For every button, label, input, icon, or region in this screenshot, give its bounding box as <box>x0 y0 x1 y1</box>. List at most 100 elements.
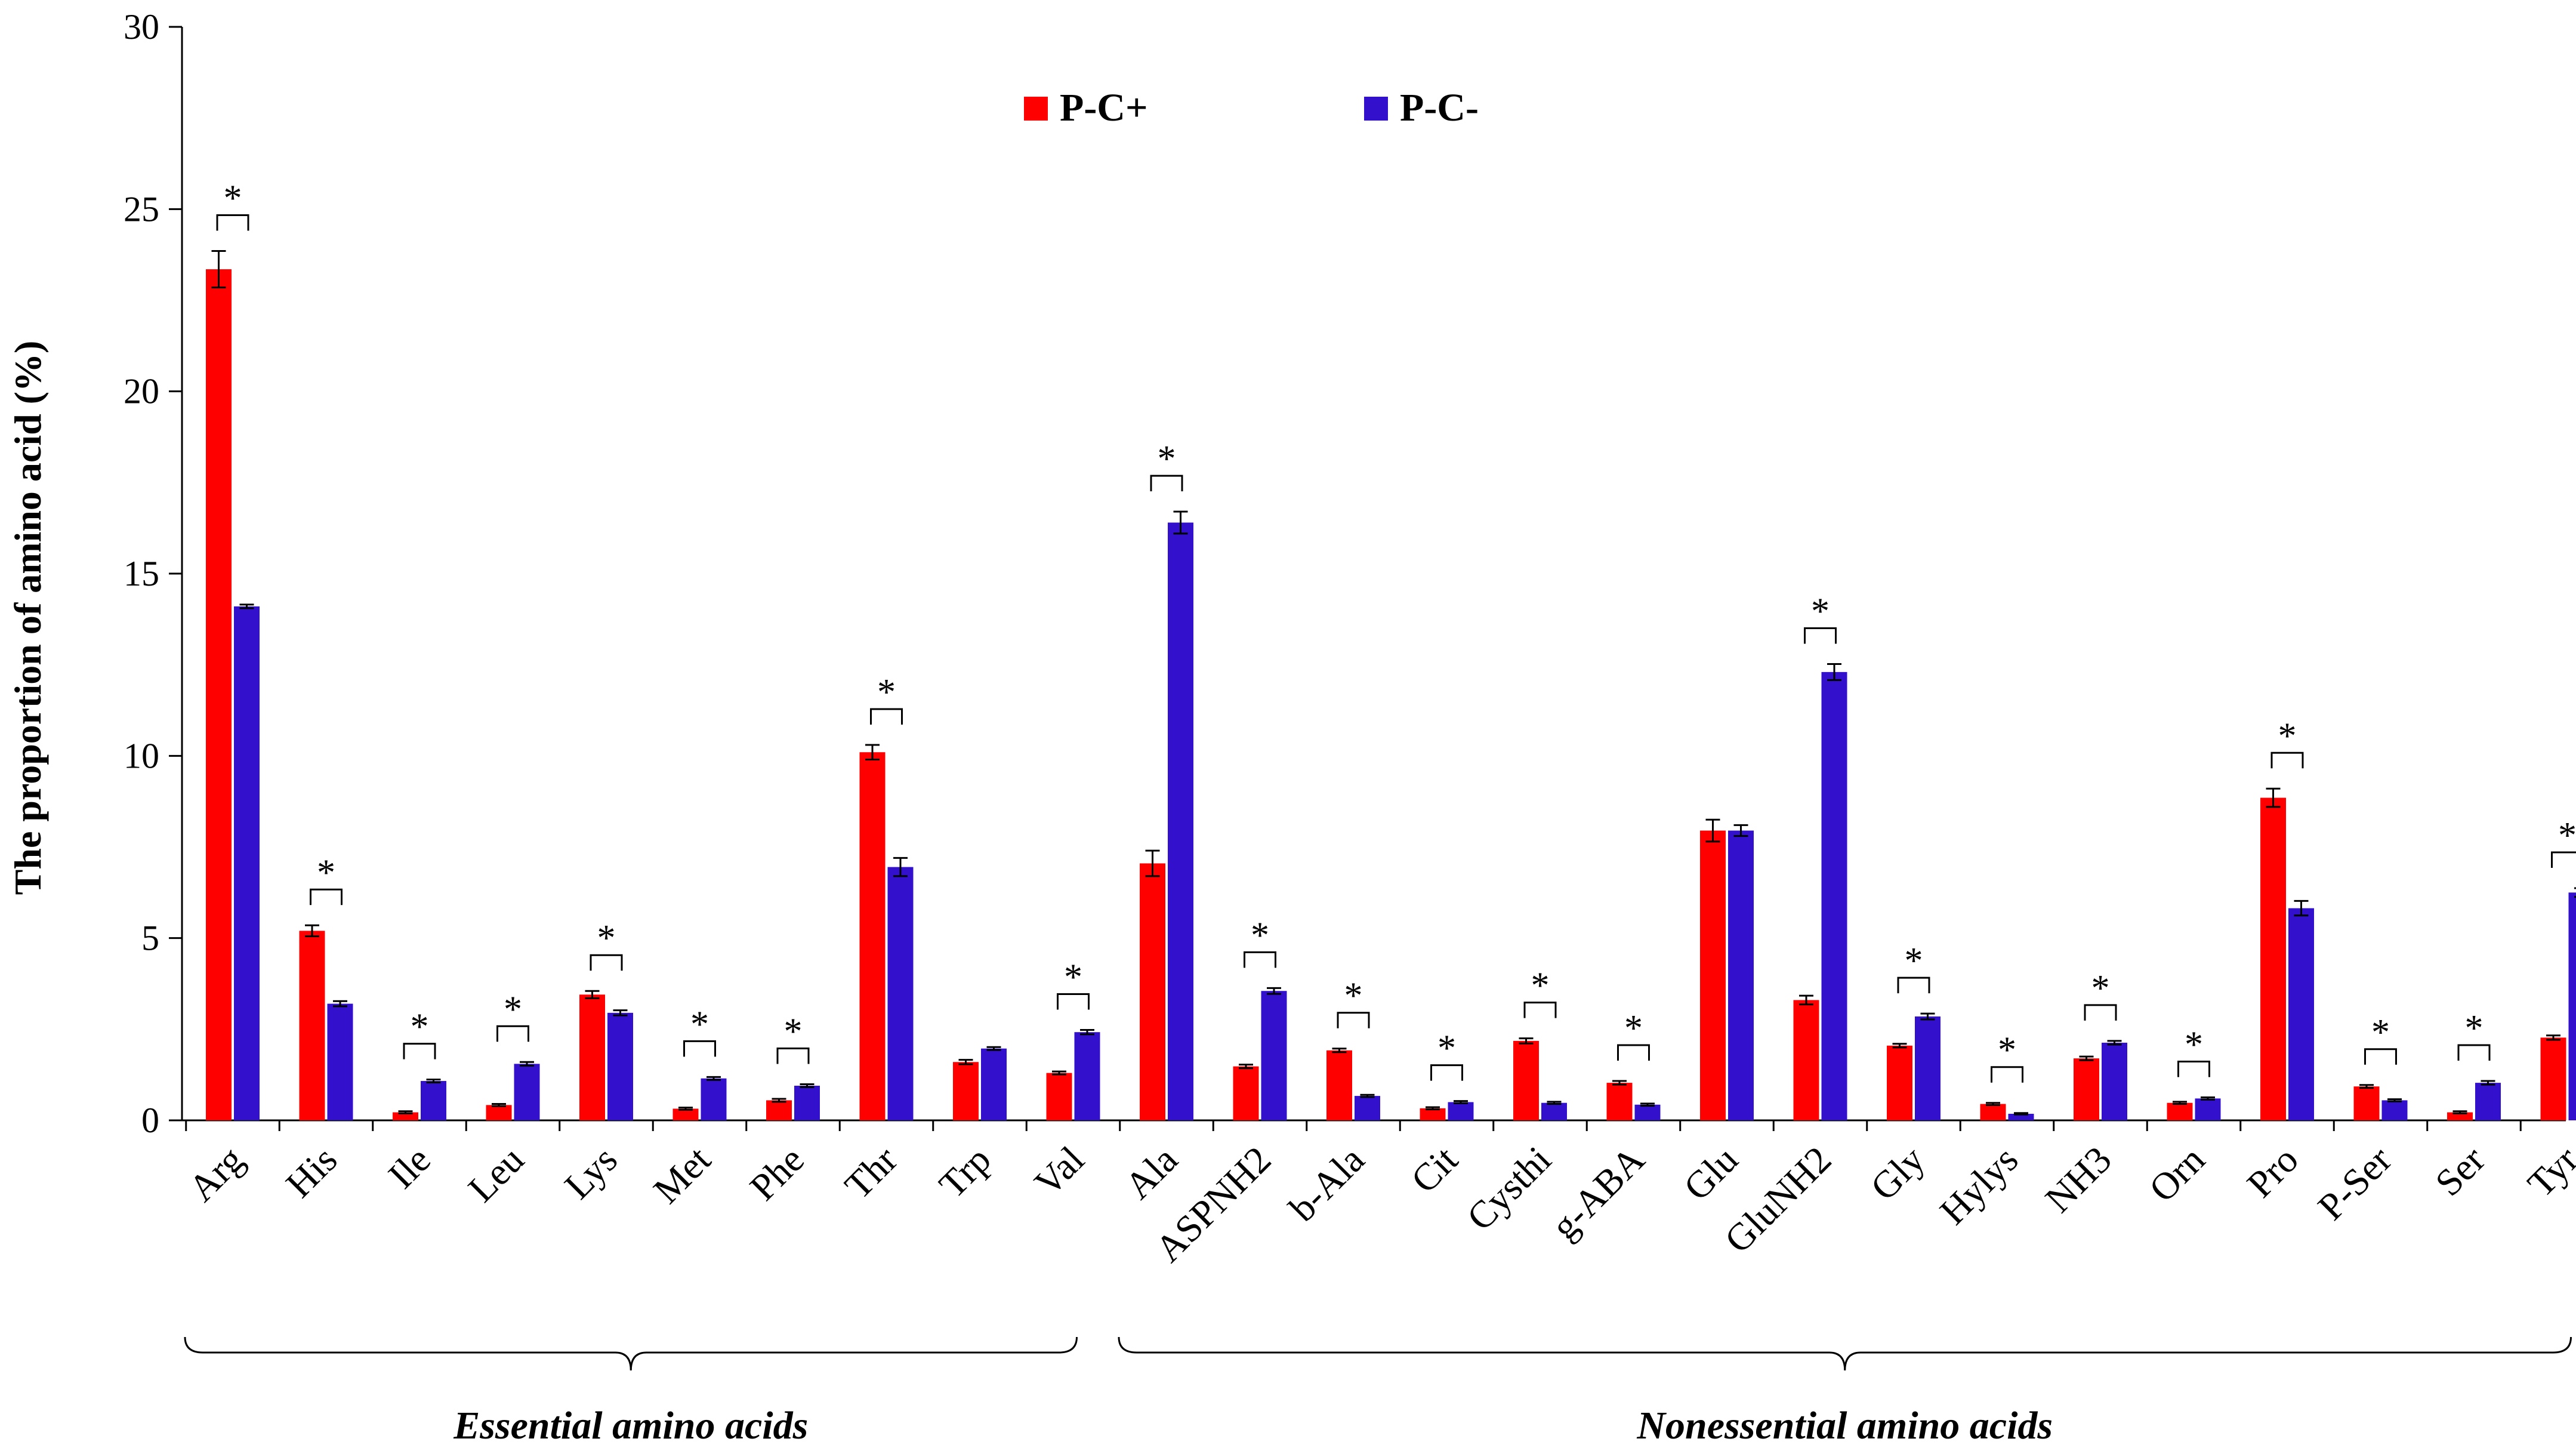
y-tick-label: 5 <box>141 919 159 958</box>
legend-label-P-C+: P-C+ <box>1060 86 1148 130</box>
x-label-Thr: Thr <box>837 1138 906 1207</box>
essential-group-label: Essential amino acids <box>453 1404 808 1447</box>
bar-P-C--Tyr <box>2568 892 2576 1120</box>
significance-star: * <box>690 1004 709 1045</box>
group-brace-1 <box>1118 1336 2572 1371</box>
significance-bracket <box>2457 1044 2491 1061</box>
bar-P-C+-Hylys <box>1980 1104 2006 1120</box>
significance-bracket <box>2177 1061 2210 1077</box>
bar-P-C+-Arg <box>206 269 232 1121</box>
significance-star: * <box>2558 815 2576 856</box>
x-label-Ala: Ala <box>1116 1138 1186 1207</box>
bar-P-C+-Met <box>672 1108 699 1120</box>
significance-bracket <box>1991 1066 2023 1083</box>
x-label-Gly: Gly <box>1862 1138 1933 1209</box>
bar-P-C+-Glu <box>1700 830 1726 1120</box>
bar-P-C--Phe <box>794 1085 820 1120</box>
x-label-Cit: Cit <box>1403 1138 1466 1202</box>
significance-bracket <box>1057 993 1090 1010</box>
y-tick-label: 20 <box>124 372 159 411</box>
significance-star: * <box>597 918 616 959</box>
legend-swatch-P-C+ <box>1024 97 1048 121</box>
bar-P-C+-Gly <box>1887 1045 1912 1120</box>
significance-star: * <box>1437 1028 1456 1069</box>
x-label-Ser: Ser <box>2427 1138 2493 1205</box>
x-label-Hylys: Hylys <box>1932 1138 2026 1233</box>
significance-bracket <box>870 708 903 725</box>
x-label-Ile: Ile <box>380 1138 439 1197</box>
bar-P-C+-g-ABA <box>1606 1083 1633 1120</box>
bar-P-C--Cysthi <box>1541 1102 1567 1120</box>
bar-P-C+-Ile <box>393 1112 418 1120</box>
bar-P-C--Met <box>701 1078 727 1120</box>
x-label-Orn: Orn <box>2141 1138 2213 1210</box>
significance-star: * <box>504 989 522 1030</box>
significance-bracket <box>2270 751 2304 769</box>
bar-P-C+-ASPNH2 <box>1233 1066 1259 1120</box>
bar-P-C+-Cysthi <box>1513 1040 1539 1120</box>
bar-P-C--b-Ala <box>1355 1096 1380 1120</box>
significance-bracket <box>1244 951 1276 968</box>
significance-bracket <box>590 954 623 971</box>
significance-bracket <box>310 888 343 905</box>
significance-bracket <box>1337 1012 1370 1028</box>
significance-star: * <box>784 1012 803 1052</box>
x-label-Val: Val <box>1026 1138 1093 1205</box>
significance-star: * <box>1251 915 1269 956</box>
significance-bracket <box>1430 1064 1463 1081</box>
nonessential-group-label: Nonessential amino acids <box>1636 1404 2053 1447</box>
significance-star: * <box>1998 1030 2016 1071</box>
bar-P-C+-Ala <box>1140 863 1165 1120</box>
significance-bracket <box>496 1025 529 1042</box>
y-tick-label: 10 <box>124 736 159 775</box>
bar-P-C+-Ser <box>2447 1112 2473 1120</box>
significance-star: * <box>224 178 242 219</box>
legend: P-C+ P-C- <box>1024 86 1479 130</box>
bar-P-C+-Leu <box>486 1105 512 1120</box>
significance-star: * <box>2091 968 2110 1009</box>
bar-P-C--ASPNH2 <box>1261 991 1287 1120</box>
significance-bracket <box>1897 976 1930 994</box>
significance-bracket <box>683 1040 716 1057</box>
x-label-NH3: NH3 <box>2037 1138 2120 1221</box>
significance-star: * <box>1531 966 1550 1006</box>
significance-star: * <box>1064 957 1082 998</box>
y-tick-label: 25 <box>124 189 159 229</box>
bar-P-C--NH3 <box>2102 1042 2127 1120</box>
y-tick-label: 0 <box>141 1101 159 1140</box>
x-label-Leu: Leu <box>460 1138 532 1210</box>
x-label-g-ABA: g-ABA <box>1543 1138 1652 1247</box>
significance-bracket <box>776 1048 810 1064</box>
significance-star: * <box>1344 976 1363 1016</box>
bar-P-C--Hylys <box>2008 1114 2034 1120</box>
bar-P-C--Ala <box>1168 522 1193 1120</box>
significance-bracket <box>2364 1048 2397 1065</box>
bar-P-C--Trp <box>981 1048 1007 1120</box>
significance-bracket <box>2551 851 2576 868</box>
bar-P-C--Ser <box>2475 1083 2501 1120</box>
x-label-His: His <box>277 1138 345 1206</box>
bar-P-C+-Thr <box>859 752 886 1120</box>
bar-P-C--Glu <box>1728 830 1754 1120</box>
bar-P-C--g-ABA <box>1634 1104 1661 1120</box>
significance-bracket <box>1804 627 1837 644</box>
bar-P-C+-Phe <box>766 1100 792 1120</box>
bar-P-C--Val <box>1074 1032 1100 1120</box>
x-label-Phe: Phe <box>742 1138 812 1209</box>
y-tick-label: 30 <box>124 7 159 47</box>
significance-bracket <box>1617 1044 1650 1061</box>
significance-star: * <box>1905 941 1923 981</box>
significance-star: * <box>1624 1008 1643 1049</box>
bar-P-C+-Tyr <box>2540 1037 2566 1120</box>
bar-P-C--Cit <box>1448 1102 1474 1120</box>
significance-star: * <box>2278 716 2297 756</box>
bar-P-C+-P-Ser <box>2353 1086 2380 1120</box>
bar-P-C--Gly <box>1915 1016 1941 1120</box>
x-label-P-Ser: P-Ser <box>2310 1138 2400 1228</box>
significance-star: * <box>2185 1025 2203 1065</box>
significance-star: * <box>2465 1008 2484 1049</box>
bar-P-C--GluNH2 <box>1821 671 1847 1120</box>
bar-P-C+-Orn <box>2167 1102 2193 1120</box>
